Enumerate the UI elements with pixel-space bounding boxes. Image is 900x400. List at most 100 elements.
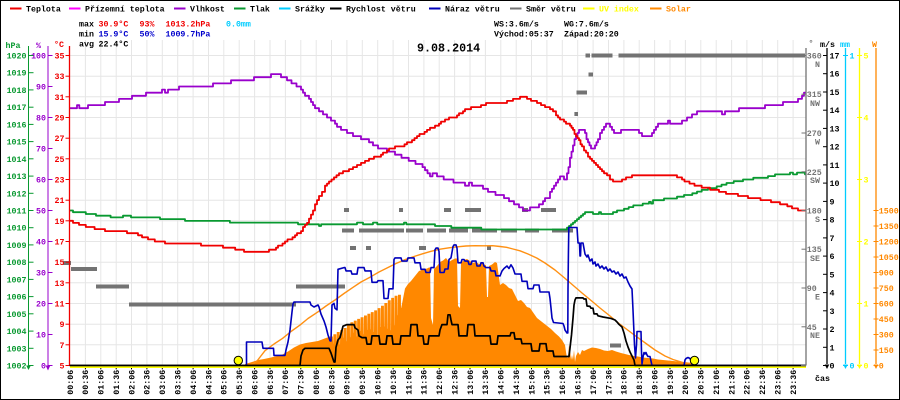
svg-text:02:06: 02:06 — [128, 370, 137, 395]
svg-text:1013: 1013 — [7, 173, 27, 182]
svg-text:0: 0 — [41, 363, 46, 372]
svg-text:Srážky: Srážky — [295, 5, 325, 15]
svg-text:min: min — [79, 30, 94, 40]
svg-text:1008: 1008 — [7, 259, 27, 268]
svg-text:0.0mm: 0.0mm — [226, 21, 251, 30]
svg-text:1009: 1009 — [7, 242, 27, 251]
svg-text:04:36: 04:36 — [205, 370, 214, 395]
svg-text:Teplota: Teplota — [26, 5, 61, 15]
svg-text:1009.7hPa: 1009.7hPa — [166, 30, 211, 40]
svg-text:Přízemní teplota: Přízemní teplota — [85, 5, 165, 15]
svg-text:9: 9 — [830, 198, 835, 207]
svg-text:01:06: 01:06 — [98, 370, 107, 395]
svg-text:70: 70 — [36, 146, 46, 155]
svg-text:Náraz větru: Náraz větru — [445, 5, 500, 15]
svg-text:15: 15 — [55, 259, 65, 268]
svg-text:60: 60 — [36, 177, 46, 186]
svg-text:9.08.2014: 9.08.2014 — [417, 42, 480, 56]
svg-text:0: 0 — [864, 363, 869, 372]
svg-text:mm: mm — [840, 41, 850, 50]
svg-text:31: 31 — [55, 94, 65, 103]
svg-text:135: 135 — [807, 246, 822, 255]
svg-text:N: N — [815, 61, 820, 70]
svg-text:100: 100 — [31, 53, 46, 62]
svg-text:1500: 1500 — [879, 208, 899, 217]
svg-text:NW: NW — [810, 100, 820, 109]
svg-text:1: 1 — [850, 53, 855, 62]
svg-text:22.4°C: 22.4°C — [99, 41, 129, 50]
svg-text:2: 2 — [864, 239, 869, 248]
svg-text:30.9°C: 30.9°C — [99, 21, 129, 30]
svg-text:3: 3 — [830, 308, 835, 317]
svg-text:90: 90 — [807, 285, 817, 294]
svg-text:750: 750 — [879, 285, 894, 294]
svg-text:Vlhkost: Vlhkost — [190, 5, 225, 15]
svg-text:16:36: 16:36 — [575, 370, 584, 395]
svg-text:0: 0 — [830, 363, 835, 372]
svg-text:1010: 1010 — [7, 225, 27, 234]
svg-text:Západ:20:20: Západ:20:20 — [564, 30, 619, 40]
svg-text:avg: avg — [79, 41, 94, 50]
svg-text:00:36: 00:36 — [82, 370, 91, 395]
svg-text:15:36: 15:36 — [544, 370, 553, 395]
svg-text:03:06: 03:06 — [159, 370, 168, 395]
svg-text:50%: 50% — [140, 31, 155, 40]
svg-text:180: 180 — [807, 208, 822, 217]
svg-text:0: 0 — [879, 363, 884, 372]
svg-text:02:36: 02:36 — [144, 370, 153, 395]
svg-text:5: 5 — [830, 271, 835, 280]
svg-text:10:36: 10:36 — [390, 370, 399, 395]
svg-text:07:06: 07:06 — [282, 370, 291, 395]
svg-text:9: 9 — [60, 321, 65, 330]
svg-text:05:06: 05:06 — [221, 370, 230, 395]
svg-text:4: 4 — [864, 115, 869, 124]
svg-text:1005: 1005 — [7, 311, 27, 320]
svg-text:12: 12 — [830, 144, 840, 153]
svg-text:hPa: hPa — [6, 41, 21, 51]
svg-text:20: 20 — [36, 301, 46, 310]
svg-text:W: W — [872, 41, 877, 50]
svg-text:WG:7.6m/s: WG:7.6m/s — [564, 20, 609, 30]
svg-text:07:36: 07:36 — [298, 370, 307, 395]
svg-text:225: 225 — [807, 169, 822, 178]
svg-text:15:06: 15:06 — [528, 370, 537, 395]
svg-text:50: 50 — [36, 208, 46, 217]
svg-text:25: 25 — [55, 156, 65, 165]
svg-text:45: 45 — [807, 324, 817, 333]
svg-text:17: 17 — [830, 53, 840, 62]
svg-text:06:36: 06:36 — [267, 370, 276, 395]
svg-text:08:36: 08:36 — [328, 370, 337, 395]
svg-text:1013.2hPa: 1013.2hPa — [166, 20, 211, 30]
svg-text:1020: 1020 — [7, 53, 27, 62]
svg-text:450: 450 — [879, 316, 894, 325]
svg-text:13: 13 — [830, 125, 840, 134]
svg-text:19:36: 19:36 — [667, 370, 676, 395]
svg-text:11:06: 11:06 — [405, 370, 414, 395]
svg-text:19:06: 19:06 — [651, 370, 660, 395]
svg-text:1015: 1015 — [7, 139, 27, 148]
svg-text:20:36: 20:36 — [698, 370, 707, 395]
svg-text:35: 35 — [55, 53, 65, 62]
svg-text:05:36: 05:36 — [236, 370, 245, 395]
svg-text:17:36: 17:36 — [605, 370, 614, 395]
svg-text:13:36: 13:36 — [482, 370, 491, 395]
svg-text:15.9°C: 15.9°C — [99, 31, 129, 40]
svg-text:1006: 1006 — [7, 294, 27, 303]
svg-text:max: max — [79, 21, 94, 30]
svg-text:5: 5 — [60, 363, 65, 372]
svg-text:22:06: 22:06 — [744, 370, 753, 395]
svg-text:06:06: 06:06 — [251, 370, 260, 395]
svg-text:Rychlost větru: Rychlost větru — [346, 5, 416, 15]
svg-text:300: 300 — [879, 332, 894, 341]
svg-text:10: 10 — [830, 180, 840, 189]
svg-text:1018: 1018 — [7, 87, 27, 96]
svg-text:360: 360 — [807, 53, 822, 62]
svg-text:NE: NE — [810, 332, 820, 341]
svg-text:1350: 1350 — [879, 223, 899, 232]
svg-text:6: 6 — [830, 253, 835, 262]
svg-text:1: 1 — [864, 301, 869, 310]
svg-text:1007: 1007 — [7, 276, 27, 285]
svg-text:15: 15 — [830, 89, 840, 98]
svg-text:1002: 1002 — [7, 363, 27, 372]
svg-text:2: 2 — [830, 326, 835, 335]
